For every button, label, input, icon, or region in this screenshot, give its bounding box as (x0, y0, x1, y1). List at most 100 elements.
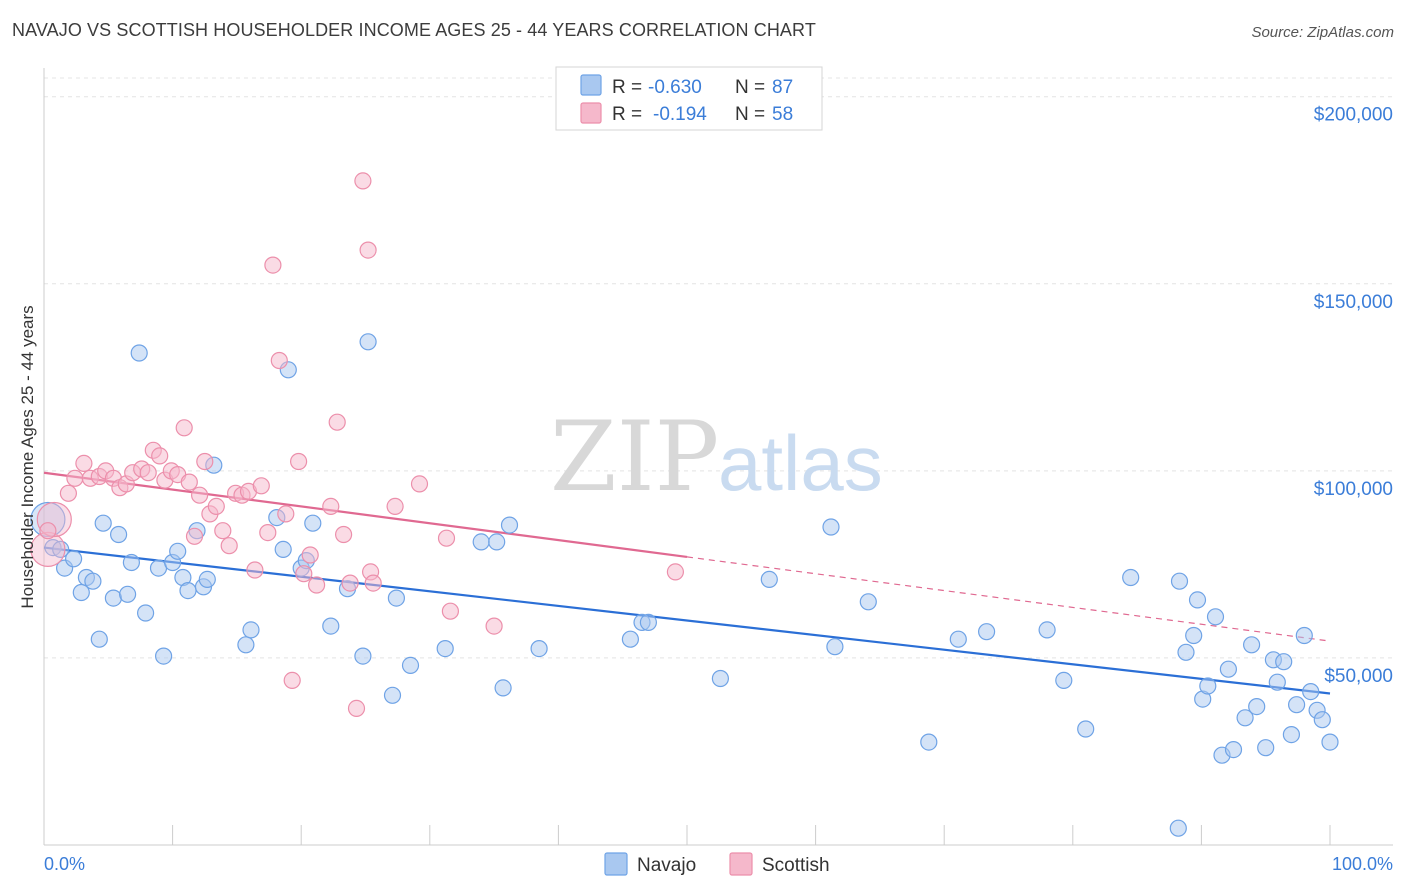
legend-n-value-scottish: 58 (772, 104, 793, 125)
scottish-point (322, 497, 340, 515)
navajo-point (859, 593, 877, 611)
scottish-point (341, 574, 359, 592)
navajo-point (155, 647, 173, 665)
scottish-point (214, 522, 232, 540)
scottish-point (259, 523, 277, 542)
scottish-point (410, 475, 429, 493)
navajo-point (494, 679, 512, 697)
navajo-point (72, 583, 90, 602)
navajo-point (1236, 709, 1254, 727)
bottom-legend-swatch-scottish (729, 852, 753, 876)
scottish-point (220, 537, 238, 555)
scottish-point (139, 464, 157, 482)
navajo-point (179, 581, 197, 600)
navajo-point (530, 639, 548, 658)
scottish-point (283, 671, 301, 690)
navajo-point (274, 540, 292, 559)
navajo-point (64, 550, 83, 568)
chart-title: NAVAJO VS SCOTTISH HOUSEHOLDER INCOME AG… (12, 20, 816, 40)
navajo-point (387, 589, 405, 607)
navajo-point (1199, 677, 1217, 695)
bottom-legend-label-navajo: Navajo (637, 855, 696, 876)
scottish-point (185, 527, 204, 545)
navajo-point (1038, 621, 1056, 639)
scottish-point (485, 617, 503, 635)
navajo-point (354, 647, 372, 665)
navajo-point (711, 669, 730, 688)
navajo-point (639, 613, 658, 632)
navajo-point (94, 514, 112, 532)
scottish-point (666, 563, 685, 581)
legend: R = -0.630 N = 87 R = -0.194 N = 58 (555, 66, 823, 131)
navajo-point (104, 589, 123, 607)
legend-n-value-navajo: 87 (772, 77, 793, 98)
scottish-point (75, 454, 93, 472)
scottish-point (270, 351, 288, 370)
navajo-point (822, 518, 840, 536)
scottish-point (180, 473, 198, 491)
legend-r-value-navajo: -0.630 (648, 77, 702, 98)
scottish-point (347, 699, 366, 718)
scottish-point (66, 469, 84, 487)
navajo-point (472, 533, 490, 551)
scottish-point (175, 419, 193, 437)
navajo-point (500, 516, 519, 534)
navajo-point (359, 333, 377, 351)
data-points (30, 172, 1339, 837)
y-tick-labels: $50,000 $100,000 $150,000 $200,000 (1314, 105, 1393, 687)
navajo-point (1185, 626, 1203, 645)
navajo-point (130, 344, 148, 362)
navajo-point (436, 639, 454, 658)
scottish-point (386, 497, 404, 515)
watermark: ZIP atlas (550, 401, 883, 513)
scottish-point (290, 452, 308, 471)
navajo-point (90, 630, 108, 648)
scottish-point (328, 413, 346, 431)
navajo-point (977, 623, 996, 641)
legend-r-value-scottish: -0.194 (653, 104, 707, 125)
navajo-point (621, 630, 640, 648)
navajo-point (84, 572, 102, 590)
y-axis-label: Householder Income Ages 25 - 44 years (18, 305, 37, 608)
navajo-point (760, 570, 778, 589)
navajo-point (1206, 608, 1225, 626)
navajo-point (401, 656, 420, 675)
navajo-point (137, 604, 155, 622)
navajo-point (949, 630, 967, 648)
navajo-point (1268, 673, 1286, 691)
legend-swatch-scottish (580, 102, 602, 124)
navajo-point (488, 533, 506, 551)
scottish-point (277, 505, 295, 523)
x-tick-label-max: 100.0% (1332, 854, 1393, 874)
navajo-point (1295, 626, 1313, 645)
navajo-point (109, 525, 128, 544)
navajo-point (920, 733, 938, 751)
scottish-point (308, 576, 326, 594)
scottish-point (301, 546, 319, 564)
bottom-legend: Navajo Scottish (604, 852, 830, 876)
navajo-point (1302, 682, 1320, 701)
navajo-point (1321, 733, 1339, 751)
watermark-atlas: atlas (718, 419, 883, 507)
navajo-point (1219, 660, 1238, 678)
scottish-point (359, 241, 377, 259)
legend-n-label-scottish: N = (735, 104, 765, 125)
axes (43, 68, 1393, 846)
navajo-point (1188, 591, 1207, 609)
navajo-point (1177, 643, 1195, 661)
navajo-point (826, 638, 844, 656)
navajo-point (169, 542, 187, 560)
scottish-point (437, 529, 456, 547)
scottish-point (196, 452, 214, 471)
scottish-trend-extension (686, 556, 1331, 642)
legend-r-label-scottish: R = (612, 104, 642, 125)
scottish-point (335, 525, 353, 544)
scottish-point (364, 574, 382, 592)
scottish-point (252, 477, 270, 495)
navajo-point (1122, 568, 1140, 587)
scottish-point (354, 172, 372, 190)
scottish-point (39, 522, 57, 540)
navajo-point (1287, 696, 1306, 714)
scottish-point (207, 497, 225, 515)
scottish-point (59, 484, 78, 502)
